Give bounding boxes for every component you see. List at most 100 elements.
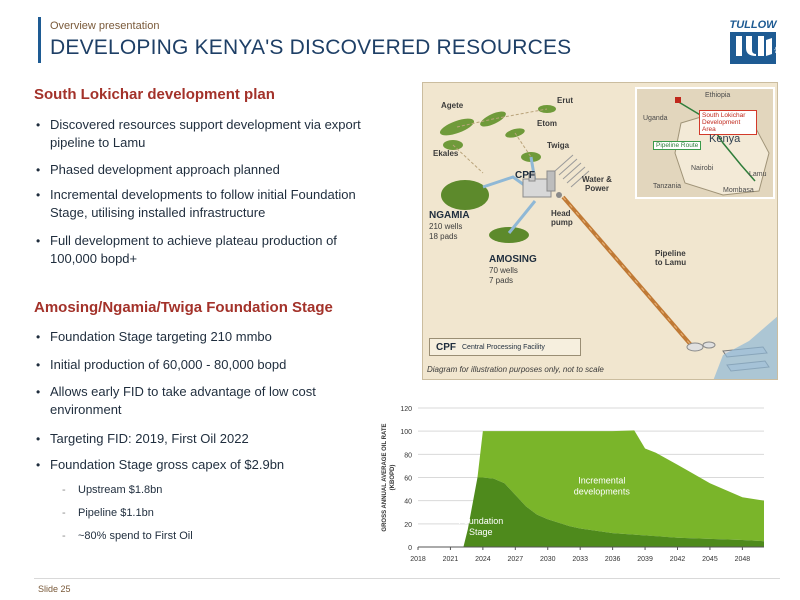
inset-lokichar-marker [675,97,681,103]
slide-title: DEVELOPING KENYA'S DISCOVERED RESOURCES [50,36,572,59]
x-tick-label: 2027 [508,556,524,563]
x-tick-label: 2024 [475,556,491,563]
logo-mark [736,36,764,56]
diagram-disclaimer: Diagram for illustration purposes only, … [427,365,604,374]
label-erut: Erut [557,96,573,105]
field-ngamia [441,180,489,210]
flowline-agete-erut [456,108,548,128]
label-ngamia-wells: 210 wells [429,222,463,231]
y-tick-label: 80 [404,452,412,459]
label-amosing-name: AMOSING [489,254,537,265]
y-tick-label: 60 [404,476,412,483]
annotation-incremental-developments-line: developments [574,486,631,496]
water-power-panels [554,154,590,188]
tullow-logo: TULLOW plc [729,19,780,64]
export-pipeline-highlight [562,196,692,346]
cpf-facility [522,170,556,198]
x-tick-label: 2045 [702,556,718,563]
bullet-item: Full development to achieve plateau prod… [34,232,379,272]
sub-bullet-item: ~80% spend to First Oil [62,529,193,552]
annotation-incremental-developments-line: Incremental [578,475,625,485]
x-tick-label: 2021 [443,556,459,563]
label-amosing-pads: 7 pads [489,276,514,285]
title-accent-bar [38,17,41,63]
x-tick-label: 2033 [572,556,588,563]
sub-bullet-item: Pipeline $1.1bn [62,506,193,529]
cpf-legend: CPF Central Processing Facility [429,338,581,356]
label-cpf: CPF [515,170,535,181]
y-axis-label-line: (KBOPD) [390,465,396,491]
gathering-amosing [507,200,537,234]
location-inset [635,87,775,199]
y-tick-label: 100 [400,429,412,436]
section-heading-foundation-stage: Amosing/Ngamia/Twiga Foundation Stage [34,299,333,316]
bullet-item: Initial production of 60,000 - 80,000 bo… [34,356,324,383]
future-flowlines [452,108,548,174]
development-plan-bullets: Discovered resources support development… [34,116,379,272]
production-chart: 0 20 40 60 80 100 120 2018 2021 2024 2027 2030 2033 2… [376,398,768,570]
inset-label-tanzania: Tanzania [653,183,682,190]
inset-label-kenya: Kenya [709,133,741,145]
label-agete: Agete [441,101,464,110]
inset-label-mombasa: Mombasa [723,187,754,194]
slide-number: Slide 25 [38,584,71,594]
x-tick-label: 2018 [410,556,426,563]
y-tick-label: 20 [404,522,412,529]
foundation-stage-bullets: Foundation Stage targeting 210 mmbo Init… [34,328,324,478]
area-foundation-stage [418,477,764,547]
label-ngamia-name: NGAMIA [429,210,470,221]
bullet-item: Incremental developments to follow initi… [34,186,379,232]
sub-bullet-item: Upstream $1.8bn [62,483,193,506]
label-twiga: Twiga [547,141,570,150]
legend-key: CPF [436,342,456,353]
x-tick-label: 2030 [540,556,556,563]
field-amosing [489,227,529,243]
label-etom: Etom [537,119,557,128]
terminal-tank [702,341,716,349]
export-pipeline [561,195,693,347]
inset-pipeline-route [676,100,756,182]
legend-value: Central Processing Facility [462,344,545,351]
inset-label-nairobi: Nairobi [691,165,714,172]
annotation-foundation-stage-line: Stage [469,527,493,537]
cpf-stack [546,170,556,192]
x-tick-label: 2039 [637,556,653,563]
annotation-foundation-stage-line: Foundation [458,516,503,526]
bullet-item: Targeting FID: 2019, First Oil 2022 [34,430,324,456]
logo-suffix: plc [774,46,780,53]
bullet-item: Foundation Stage targeting 210 mmbo [34,328,324,356]
bullet-item: Allows early FID to take advantage of lo… [34,383,324,430]
logo-wordmark: TULLOW [729,19,778,31]
water-power-arrays [554,154,590,188]
y-tick-label: 40 [404,499,412,506]
cpf-tank [528,172,536,182]
x-tick-label: 2036 [605,556,621,563]
annotation-foundation-stage: Foundation Stage [458,516,503,537]
production-chart-svg: 0 20 40 60 80 100 120 2018 2021 2024 2027 2030 2033 2… [382,406,764,563]
inset-label-lamu: Lamu [749,171,767,178]
y-axis-label: GROSS ANNUAL AVERAGE OIL RATE (KBOPD) [382,423,396,531]
label-ngamia-pads: 18 pads [429,232,458,241]
label-amosing-wells: 70 wells [489,266,518,275]
head-pump-station [556,192,562,198]
inset-label-lokichar-area: South Lokichar Development Area [699,110,757,135]
inset-label-ethiopia: Ethiopia [705,92,731,99]
diagram-artwork [439,87,777,379]
y-tick-label: 0 [408,545,412,552]
x-tick-label: 2042 [670,556,686,563]
coastline-sea [713,316,777,379]
inset-label-uganda: Uganda [643,115,668,122]
flowline-ekales [452,144,484,174]
bullet-item: Phased development approach planned [34,161,379,186]
section-heading-development-plan: South Lokichar development plan [34,86,275,103]
annotation-incremental-developments: Incremental developments [574,475,631,496]
y-axis-label-line: GROSS ANNUAL AVERAGE OIL RATE [382,423,388,531]
footer-divider [34,578,780,579]
area-incremental-developments [418,430,764,547]
capex-sub-bullets: Upstream $1.8bn Pipeline $1.1bn ~80% spe… [62,483,193,552]
label-water-power: Water & Power [582,175,612,193]
label-ekales: Ekales [433,149,459,158]
terminal-tank [686,342,704,352]
development-diagram: Agete Erut Etom Twiga Ekales CPF Water &… [422,82,778,380]
bullet-item: Discovered resources support development… [34,116,379,161]
